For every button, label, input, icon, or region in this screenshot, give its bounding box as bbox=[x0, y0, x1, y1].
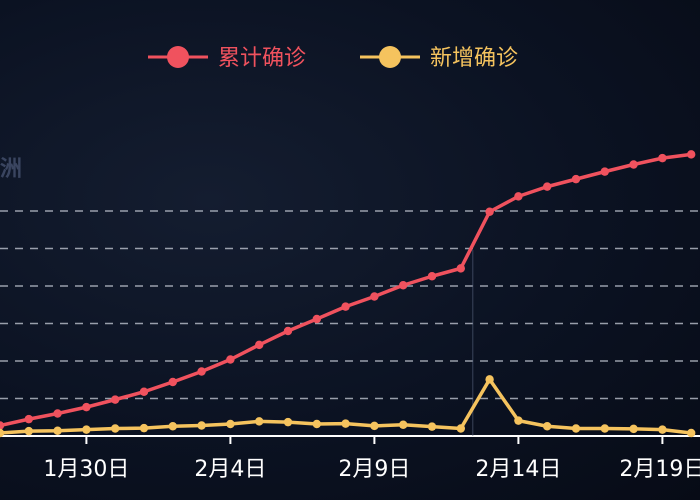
legend-item-1[interactable]: 新增确诊 bbox=[360, 46, 518, 71]
data-point bbox=[658, 153, 667, 163]
background-map-label: 洲 bbox=[0, 157, 22, 182]
data-point bbox=[514, 192, 523, 201]
data-point bbox=[629, 160, 638, 169]
data-point bbox=[370, 292, 379, 301]
data-point bbox=[399, 281, 408, 290]
data-point bbox=[687, 428, 696, 438]
legend-marker bbox=[379, 46, 401, 68]
data-point bbox=[139, 387, 149, 396]
data-point bbox=[0, 421, 5, 430]
data-point bbox=[82, 402, 91, 412]
data-point bbox=[571, 424, 581, 433]
data-point bbox=[53, 426, 62, 435]
grid-lines bbox=[0, 210, 700, 400]
legend-item-0[interactable]: 累计确诊 bbox=[148, 46, 306, 71]
data-point bbox=[111, 395, 120, 404]
data-point bbox=[514, 416, 523, 425]
data-point bbox=[399, 420, 408, 429]
data-point bbox=[53, 409, 62, 418]
legend-marker bbox=[167, 46, 189, 68]
series-line bbox=[0, 152, 692, 428]
data-point bbox=[571, 174, 581, 184]
data-point bbox=[24, 414, 33, 424]
x-tick-label: 2月9日 bbox=[338, 457, 410, 482]
data-point bbox=[427, 422, 437, 431]
data-point bbox=[24, 426, 33, 436]
legend: 累计确诊 新增确诊 bbox=[148, 46, 518, 71]
x-axis: 1月30日 2月4日 2月9日 2月14日 2月19日 bbox=[0, 250, 700, 482]
data-point bbox=[658, 425, 667, 434]
data-point bbox=[111, 424, 120, 433]
data-point bbox=[687, 150, 696, 159]
data-point bbox=[456, 264, 465, 273]
data-point bbox=[197, 367, 206, 376]
data-point bbox=[341, 302, 350, 311]
series-layer bbox=[0, 150, 696, 438]
data-point bbox=[283, 417, 293, 427]
data-point bbox=[168, 422, 177, 431]
data-point bbox=[82, 425, 91, 434]
legend-label: 新增确诊 bbox=[430, 46, 518, 71]
data-point bbox=[543, 182, 552, 191]
x-tick-label: 2月14日 bbox=[475, 457, 561, 482]
legend-label: 累计确诊 bbox=[218, 46, 306, 71]
x-tick-label: 1月30日 bbox=[43, 457, 129, 482]
data-point bbox=[312, 419, 321, 429]
data-point bbox=[139, 423, 149, 433]
data-point bbox=[600, 424, 609, 433]
data-point bbox=[255, 340, 264, 350]
data-point bbox=[485, 375, 494, 384]
data-point bbox=[427, 272, 437, 281]
x-tick-label: 2月19日 bbox=[619, 457, 700, 482]
data-point bbox=[370, 421, 379, 431]
data-point bbox=[226, 419, 235, 429]
data-point bbox=[485, 207, 494, 216]
data-point bbox=[255, 417, 264, 426]
data-point bbox=[226, 355, 235, 364]
data-point bbox=[600, 167, 609, 176]
background-map: 洲 bbox=[0, 157, 22, 182]
data-point bbox=[197, 421, 206, 430]
data-point bbox=[312, 314, 321, 324]
data-point bbox=[543, 422, 552, 431]
data-point bbox=[629, 424, 638, 434]
data-point bbox=[456, 424, 465, 433]
series-0 bbox=[0, 150, 696, 430]
data-point bbox=[0, 428, 5, 438]
data-point bbox=[283, 326, 293, 336]
data-point bbox=[341, 419, 350, 428]
data-point bbox=[168, 377, 177, 387]
series-1 bbox=[0, 375, 696, 438]
x-tick-label: 2月4日 bbox=[194, 457, 266, 482]
